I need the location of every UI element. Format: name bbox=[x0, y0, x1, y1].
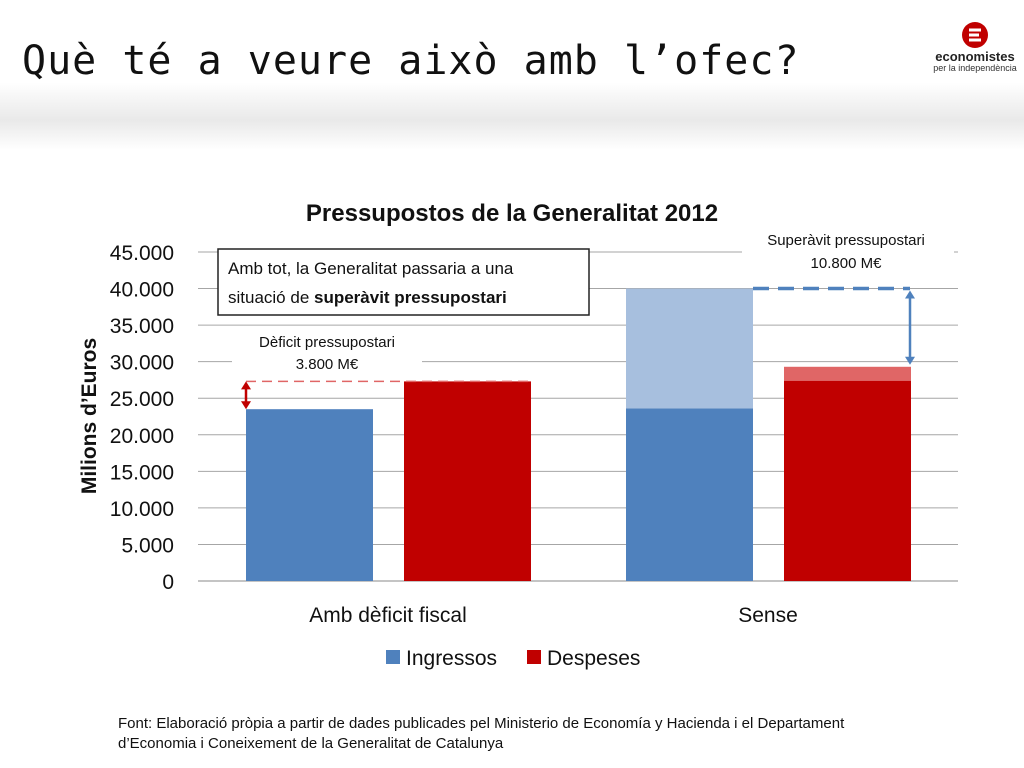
deficit-label-bg bbox=[232, 328, 422, 378]
y-axis-label: Milions d’Euros bbox=[78, 338, 101, 494]
deficit-value: 3.800 M€ bbox=[296, 356, 359, 373]
legend-label-despeses: Despeses bbox=[547, 647, 640, 670]
y-tick-label: 20.000 bbox=[110, 425, 174, 448]
bar-despeses bbox=[404, 381, 531, 581]
bar-ingressos bbox=[246, 409, 373, 581]
surplus-value: 10.800 M€ bbox=[811, 255, 883, 272]
legend-label-ingressos: Ingressos bbox=[406, 647, 497, 670]
callout-line-1: Amb tot, la Generalitat passaria a una bbox=[228, 259, 514, 278]
surplus-label: Superàvit pressupostari bbox=[767, 232, 925, 249]
y-tick-label: 25.000 bbox=[110, 388, 174, 411]
bar-despeses-extra bbox=[784, 366, 911, 381]
bar-ingressos-extra bbox=[626, 288, 753, 409]
slide-title: Què té a veure això amb l’ofec? bbox=[22, 38, 800, 84]
header-band bbox=[0, 0, 1024, 150]
x-tick-label: Sense bbox=[738, 604, 798, 627]
callout-text: situació de bbox=[228, 288, 314, 307]
callout-bold-text: superàvit pressupostari bbox=[314, 288, 507, 307]
legend-swatch-ingressos bbox=[386, 650, 400, 664]
logo: economistes per la independència bbox=[930, 20, 1020, 82]
bar-despeses bbox=[784, 380, 911, 581]
logo-mark-icon bbox=[962, 22, 988, 48]
y-tick-label: 35.000 bbox=[110, 315, 174, 338]
y-tick-label: 40.000 bbox=[110, 279, 174, 302]
logo-subtext: per la independència bbox=[933, 63, 1017, 73]
y-tick-label: 10.000 bbox=[110, 498, 174, 521]
footnote: Font: Elaboració pròpia a partir de dade… bbox=[118, 715, 845, 752]
logo-text: economistes bbox=[935, 49, 1015, 64]
surplus-arrow-head-up bbox=[905, 290, 915, 299]
x-tick-label: Amb dèficit fiscal bbox=[309, 604, 467, 627]
callout-line-2: situació de superàvit pressupostari bbox=[228, 288, 507, 307]
chart-title: Pressupostos de la Generalitat 2012 bbox=[306, 200, 718, 227]
deficit-label: Dèficit pressupostari bbox=[259, 334, 395, 351]
y-tick-label: 0 bbox=[162, 571, 174, 594]
surplus-label-bg bbox=[742, 226, 954, 278]
y-tick-label: 45.000 bbox=[110, 242, 174, 265]
callout-box bbox=[217, 248, 590, 316]
bar-ingressos bbox=[626, 408, 753, 581]
legend-swatch-despeses bbox=[527, 650, 541, 664]
y-tick-label: 5.000 bbox=[121, 534, 174, 557]
deficit-arrow-head-up bbox=[241, 381, 251, 390]
surplus-arrow-head-down bbox=[905, 356, 915, 365]
y-tick-label: 15.000 bbox=[110, 461, 174, 484]
budget-chart: Pressupostos de la Generalitat 2012 0 5.00… bbox=[78, 200, 958, 670]
deficit-arrow-head-down bbox=[241, 401, 251, 410]
y-tick-label: 30.000 bbox=[110, 352, 174, 375]
